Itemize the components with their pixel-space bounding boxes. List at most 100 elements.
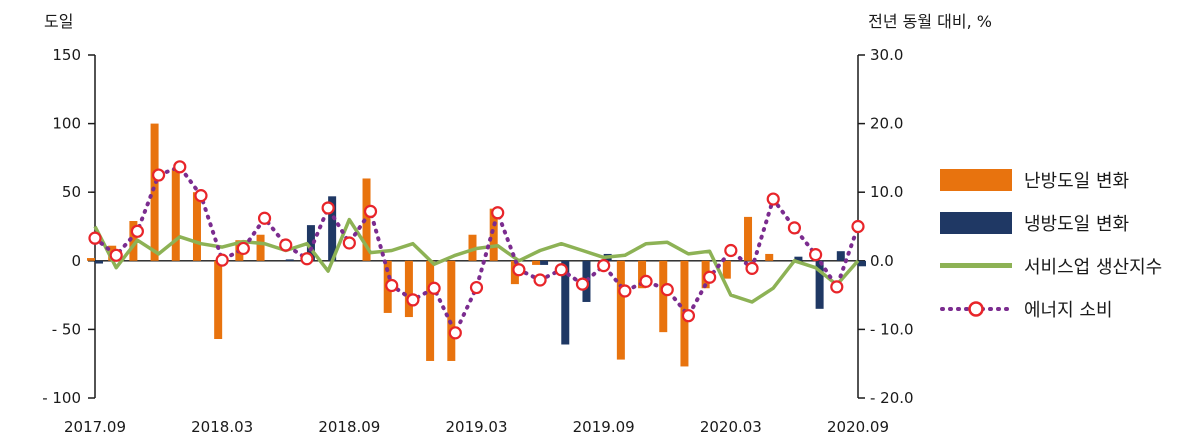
right-axis-title: 전년 동월 대비, % xyxy=(868,12,992,31)
legend-label-heating: 난방도일 변화 xyxy=(1024,170,1130,192)
bar-heating xyxy=(489,208,498,261)
energy-point xyxy=(745,261,759,275)
left-tick-label: 50 xyxy=(62,183,81,201)
axes: 150 100 50 0 - 50 - 100 30.0 20.0 10.0 0.0 - 10.0 -… xyxy=(42,46,913,436)
x-tick-label: 2019.03 xyxy=(445,418,507,436)
legend-label-cooling: 냉방도일 변화 xyxy=(1024,213,1130,235)
bar-heating xyxy=(171,168,180,261)
energy-point xyxy=(194,189,208,203)
energy-point xyxy=(173,160,187,174)
bar-cooling xyxy=(561,260,570,345)
energy-point xyxy=(279,238,293,252)
energy-point xyxy=(491,206,505,220)
bar-cooling xyxy=(794,256,803,261)
bar-heating xyxy=(616,260,625,360)
energy-point xyxy=(533,273,547,287)
bar-heating xyxy=(638,260,647,289)
energy-point xyxy=(385,278,399,293)
energy-point xyxy=(109,248,123,262)
service-production-line xyxy=(93,217,860,304)
bar-cooling xyxy=(858,260,866,267)
left-tick-label: 100 xyxy=(52,115,81,133)
x-tick-label: 2018.03 xyxy=(191,418,253,436)
bar-heating xyxy=(765,253,774,261)
right-tick-label: 0.0 xyxy=(870,252,894,270)
energy-point xyxy=(809,248,823,262)
energy-point xyxy=(215,253,229,267)
legend-swatch-heating xyxy=(940,168,1012,191)
energy-point xyxy=(766,192,780,206)
bar-heating xyxy=(87,258,95,261)
energy-point xyxy=(406,293,420,307)
left-tick-label: - 50 xyxy=(52,320,81,338)
x-tick-label: 2020.03 xyxy=(700,418,762,436)
energy-point xyxy=(575,277,590,291)
bar-heating xyxy=(192,192,201,261)
left-tick-label: 150 xyxy=(52,46,81,64)
bar-cooling xyxy=(836,251,845,261)
bar-heating xyxy=(744,216,753,261)
energy-point xyxy=(236,241,250,256)
bar-heating xyxy=(129,221,138,261)
left-axis-title: 도일 xyxy=(44,12,73,31)
energy-point xyxy=(321,201,335,215)
energy-point xyxy=(703,270,717,284)
energy-point xyxy=(618,284,632,298)
legend-swatch-energy xyxy=(940,298,1012,320)
bar-cooling xyxy=(815,260,824,309)
legend-swatch-cooling xyxy=(940,211,1012,234)
left-tick-label: - 100 xyxy=(42,389,81,407)
energy-point xyxy=(342,236,356,250)
energy-point xyxy=(787,221,802,235)
x-tick-label: 2019.09 xyxy=(573,418,635,436)
bar-heating xyxy=(659,260,668,333)
bar-heating xyxy=(150,123,159,261)
energy-point xyxy=(724,243,738,258)
energy-point xyxy=(427,281,441,295)
energy-point xyxy=(88,231,102,245)
bar-heating xyxy=(404,260,413,318)
bar-heating xyxy=(362,178,371,261)
bar-cooling xyxy=(540,260,549,265)
legend-energy-marker-icon xyxy=(940,300,1012,317)
bar-heating xyxy=(532,260,541,265)
bar-cooling xyxy=(95,260,103,264)
energy-point xyxy=(130,224,144,238)
energy-point xyxy=(597,259,611,273)
bar-heating xyxy=(447,260,456,361)
right-tick-label: 20.0 xyxy=(870,115,903,133)
energy-point xyxy=(830,280,844,294)
bar-heating xyxy=(256,234,265,261)
energy-point xyxy=(554,263,568,277)
energy-point xyxy=(448,326,462,340)
legend-label-energy: 에너지 소비 xyxy=(1024,299,1113,321)
energy-point xyxy=(639,274,653,288)
energy-point xyxy=(300,252,314,266)
bar-cooling xyxy=(285,259,294,261)
right-tick-label: - 10.0 xyxy=(870,320,914,338)
right-tick-label: - 20.0 xyxy=(870,389,914,407)
right-tick-label: 30.0 xyxy=(870,46,903,64)
legend-label-service: 서비스업 생산지수 xyxy=(1024,256,1163,278)
x-tick-label: 2017.09 xyxy=(64,418,126,436)
energy-point xyxy=(681,309,696,323)
legend-item-energy: 에너지 소비 xyxy=(940,287,1190,330)
left-tick-label: 0 xyxy=(71,252,81,270)
legend-item-cooling: 냉방도일 변화 xyxy=(940,201,1190,244)
energy-point xyxy=(151,168,166,182)
x-tick-label: 2018.09 xyxy=(318,418,380,436)
bar-heating xyxy=(426,260,435,361)
energy-point xyxy=(363,204,378,219)
energy-point xyxy=(660,283,674,297)
energy-point xyxy=(469,280,484,295)
energy-point xyxy=(257,211,272,225)
legend: 난방도일 변화 냉방도일 변화 서비스업 생산지수 에너지 소비 xyxy=(940,158,1190,330)
right-tick-label: 10.0 xyxy=(870,183,903,201)
energy-point xyxy=(851,219,865,234)
legend-item-service: 서비스업 생산지수 xyxy=(940,244,1190,287)
legend-swatch-service xyxy=(940,255,1012,277)
bar-heating xyxy=(468,234,477,261)
bar-cooling xyxy=(328,196,337,261)
lines-group xyxy=(88,160,865,340)
